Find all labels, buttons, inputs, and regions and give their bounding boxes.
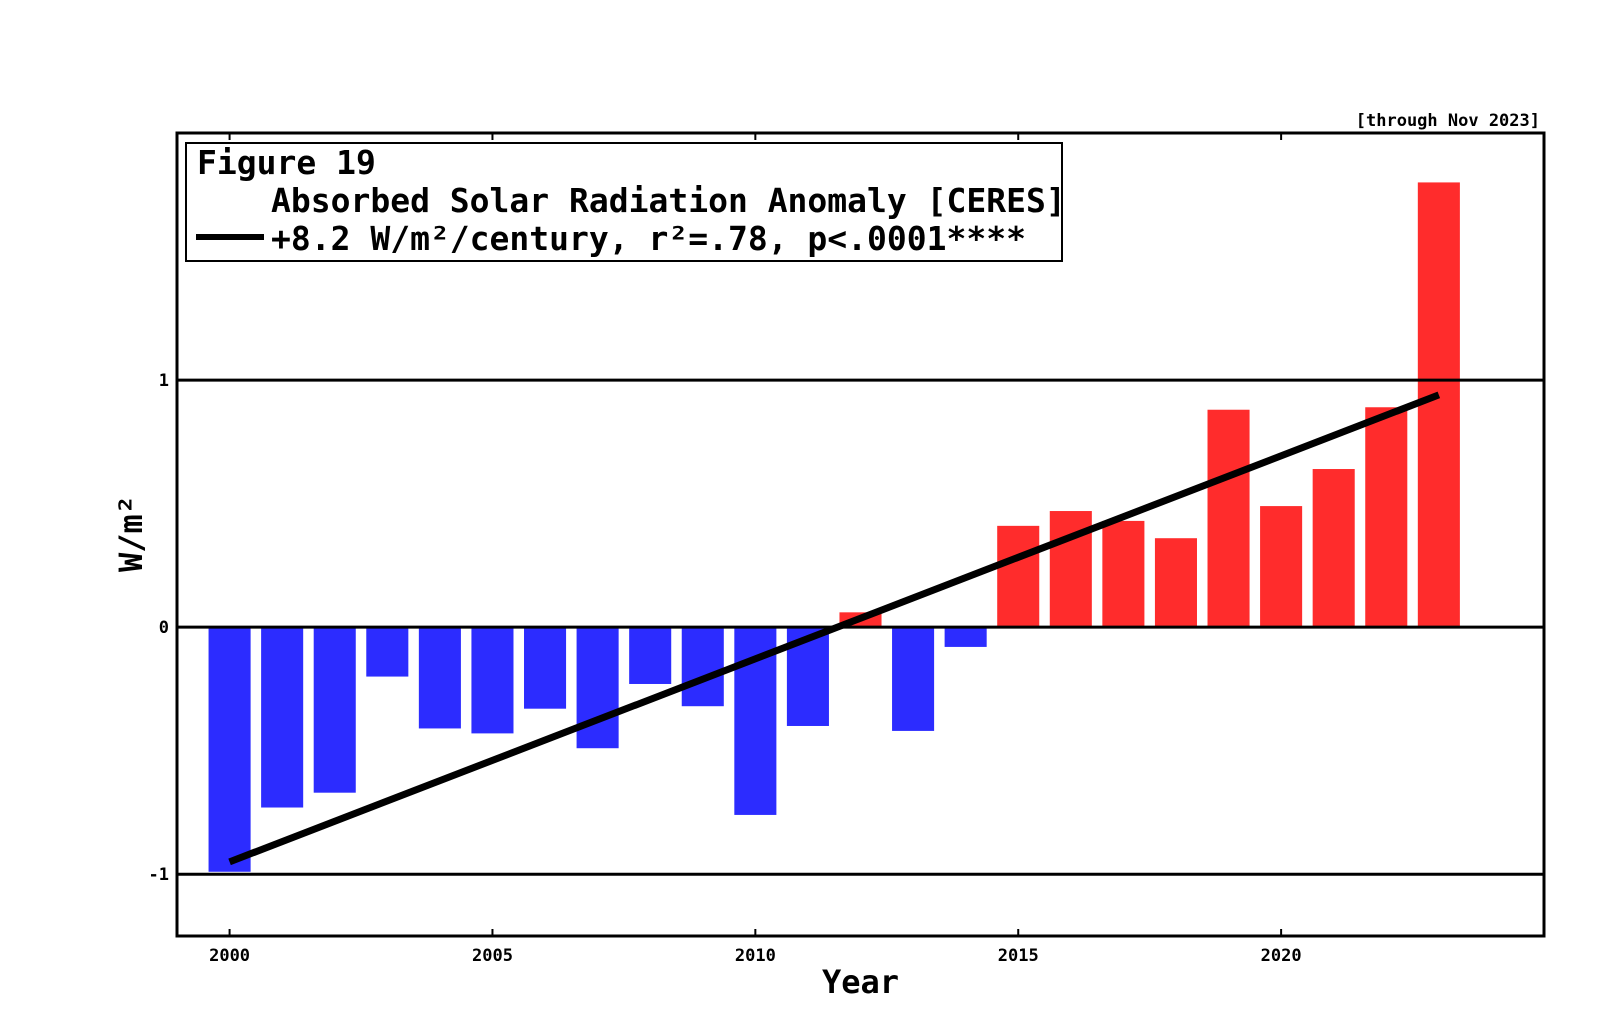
x-tick-label-2005: 2005 — [472, 946, 513, 966]
bar-2002 — [313, 627, 356, 793]
legend: Figure 19 Absorbed Solar Radiation Anoma… — [185, 142, 1066, 262]
bar-2004 — [418, 627, 461, 729]
y-axis-title: W/m² — [112, 495, 150, 572]
bar-2022 — [1365, 407, 1408, 628]
legend-trend-label: +8.2 W/m²/century, r²=.78, p<.0001**** — [271, 219, 1026, 258]
ticks-layer: 2000 2005 2010 2015 2020 -1 0 1 — [149, 133, 1302, 966]
trend-layer — [228, 391, 1441, 866]
legend-box — [185, 142, 1063, 262]
y-tick-label--1: -1 — [149, 865, 169, 885]
bar-2009 — [681, 627, 724, 707]
trend-line — [228, 391, 1441, 866]
bar-2021 — [1312, 469, 1355, 628]
bar-2017 — [1102, 520, 1145, 628]
bar-2005 — [471, 627, 514, 734]
bar-2001 — [261, 627, 304, 808]
bar-2000 — [208, 627, 251, 872]
bar-2018 — [1154, 538, 1197, 628]
plot-frame — [175, 131, 1546, 938]
bar-2020 — [1260, 506, 1303, 628]
x-tick-label-2020: 2020 — [1261, 946, 1302, 966]
bar-2013 — [892, 627, 935, 731]
bars-layer — [208, 182, 1460, 872]
y-tick-label-1: 1 — [159, 371, 169, 391]
bar-2006 — [524, 627, 567, 709]
bar-2014 — [944, 627, 987, 647]
figure-label: Figure 19 — [197, 143, 376, 182]
bar-2015 — [997, 525, 1040, 628]
bar-2019 — [1207, 409, 1250, 628]
x-tick-label-2015: 2015 — [998, 946, 1039, 966]
bar-2007 — [576, 627, 619, 749]
bar-2023 — [1417, 182, 1460, 628]
reference-lines — [177, 378, 1544, 876]
bar-2008 — [629, 627, 672, 684]
bar-2003 — [366, 627, 409, 677]
x-tick-label-2000: 2000 — [209, 946, 250, 966]
x-tick-label-2010: 2010 — [735, 946, 776, 966]
x-axis-title: Year — [822, 963, 899, 1001]
y-tick-label-0: 0 — [159, 618, 169, 638]
data-range-note: [through Nov 2023] — [1356, 111, 1540, 131]
chart-title: Absorbed Solar Radiation Anomaly [CERES] — [271, 181, 1066, 220]
